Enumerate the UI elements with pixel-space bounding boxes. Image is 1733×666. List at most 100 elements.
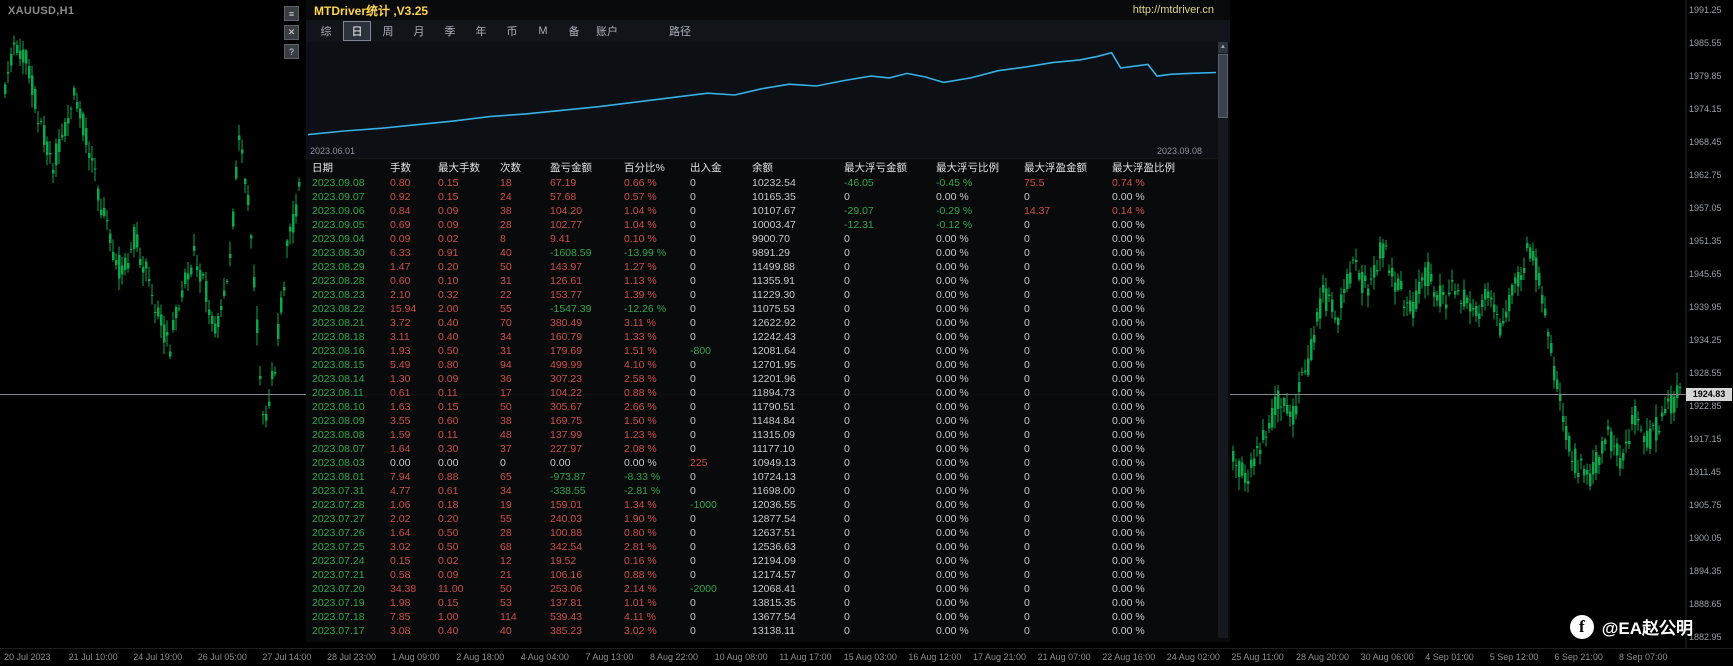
table-row[interactable]: 2023.07.191.980.1553137.811.01 %013815.3… [312,596,1214,610]
table-cell: 48 [500,428,550,442]
watermark: f @EA赵公明 [1570,614,1693,639]
table-row[interactable]: 2023.09.050.690.0928102.771.04 %010003.4… [312,218,1214,232]
table-cell: 0.15 [438,176,500,190]
table-row[interactable]: 2023.07.281.060.1819159.011.34 %-1000120… [312,498,1214,512]
table-row[interactable]: 2023.07.272.020.2055240.031.90 %012877.5… [312,512,1214,526]
table-row[interactable]: 2023.08.110.610.1117104.220.88 %011894.7… [312,386,1214,400]
table-cell: 1.01 % [624,596,690,610]
table-cell: -1000 [690,498,752,512]
panel-url-link[interactable]: http://mtdriver.cn [1133,4,1214,16]
table-cell: 0.88 % [624,386,690,400]
table-row[interactable]: 2023.08.161.930.5031179.691.51 %-8001208… [312,344,1214,358]
table-cell: 342.54 [550,540,624,554]
table-row[interactable]: 2023.08.155.490.8094499.994.10 %012701.9… [312,358,1214,372]
menu-item-币[interactable]: 币 [498,21,526,41]
menu-item-日[interactable]: 日 [343,21,371,41]
menu-item-path[interactable]: 路径 [664,21,696,41]
table-cell: 2023.07.25 [312,540,390,554]
table-cell: 1.34 % [624,498,690,512]
table-cell: 28 [500,218,550,232]
table-cell: 2023.07.21 [312,568,390,582]
table-cell: 0 [1024,610,1112,624]
menu-item-年[interactable]: 年 [467,21,495,41]
table-row[interactable]: 2023.08.306.330.9140-1608.59-13.99 %0989… [312,246,1214,260]
table-cell: 0 [690,596,752,610]
stats-table: 日期手数最大手数次数盈亏金额百分比%出入金余额最大浮亏金额最大浮亏比例最大浮盈金… [312,160,1214,638]
table-row[interactable]: 2023.08.030.000.0000.000.00 %22510949.13… [312,456,1214,470]
table-cell: 17 [500,386,550,400]
table-cell: 0.60 [438,414,500,428]
table-row[interactable]: 2023.07.173.080.4040385.233.02 %013138.1… [312,624,1214,638]
table-row[interactable]: 2023.08.213.720.4070380.493.11 %012622.9… [312,316,1214,330]
panel-scrollbar[interactable]: ▲ [1218,42,1228,638]
table-cell: 160.79 [550,330,624,344]
table-cell: 0 [1024,456,1112,470]
table-row[interactable]: 2023.07.210.580.0921106.160.88 %012174.5… [312,568,1214,582]
table-row[interactable]: 2023.08.2215.942.0055-1547.39-12.26 %011… [312,302,1214,316]
table-row[interactable]: 2023.07.2034.3811.0050253.062.14 %-20001… [312,582,1214,596]
table-row[interactable]: 2023.08.141.300.0936307.232.58 %012201.9… [312,372,1214,386]
table-cell: 0 [1024,316,1112,330]
table-cell: 0 [690,414,752,428]
panel-help-button[interactable]: ? [284,44,299,59]
menu-item-周[interactable]: 周 [374,21,402,41]
menu-item-M[interactable]: M [529,23,557,39]
table-row[interactable]: 2023.08.071.640.3037227.972.08 %011177.1… [312,442,1214,456]
table-cell: 2.66 % [624,400,690,414]
table-cell: 0 [844,190,936,204]
table-row[interactable]: 2023.08.280.600.1031126.611.13 %011355.9… [312,274,1214,288]
table-row[interactable]: 2023.08.232.100.3222153.771.39 %011229.3… [312,288,1214,302]
table-cell: 2023.08.30 [312,246,390,260]
table-cell: 0.00 % [1112,568,1196,582]
table-cell: 126.61 [550,274,624,288]
table-row[interactable]: 2023.09.080.800.151867.190.66 %010232.54… [312,176,1214,190]
table-row[interactable]: 2023.07.314.770.6134-338.55-2.81 %011698… [312,484,1214,498]
table-row[interactable]: 2023.07.261.640.5028100.880.80 %012637.5… [312,526,1214,540]
menu-item-季[interactable]: 季 [436,21,464,41]
table-row[interactable]: 2023.07.253.020.5068342.542.81 %012536.6… [312,540,1214,554]
table-cell: 40 [500,624,550,638]
table-cell: 0.00 % [936,302,1024,316]
price-axis-label: 1945.65 [1689,269,1722,279]
table-cell: 0.30 [438,442,500,456]
table-cell: 2023.09.06 [312,204,390,218]
table-cell: 53 [500,596,550,610]
table-row[interactable]: 2023.09.060.840.0938104.201.04 %010107.6… [312,204,1214,218]
table-cell: 0.00 % [936,274,1024,288]
table-row[interactable]: 2023.08.081.590.1148137.991.23 %011315.0… [312,428,1214,442]
table-row[interactable]: 2023.07.240.150.021219.520.16 %012194.09… [312,554,1214,568]
table-row[interactable]: 2023.09.040.090.0289.410.10 %09900.7000.… [312,232,1214,246]
table-cell: 2023.08.18 [312,330,390,344]
table-row[interactable]: 2023.08.183.110.4034160.791.33 %012242.4… [312,330,1214,344]
table-row[interactable]: 2023.07.187.851.00114539.434.11 %013677.… [312,610,1214,624]
table-cell: 18 [500,176,550,190]
table-cell: 0 [844,582,936,596]
table-row[interactable]: 2023.08.101.630.1550305.672.66 %011790.5… [312,400,1214,414]
time-axis-label: 30 Aug 06:00 [1361,652,1414,662]
table-cell: 0.00 % [936,512,1024,526]
panel-menu-button[interactable]: ≡ [284,6,299,21]
menu-item-综[interactable]: 综 [312,21,340,41]
table-cell: -973.87 [550,470,624,484]
table-row[interactable]: 2023.08.291.470.2050143.971.27 %011499.8… [312,260,1214,274]
table-cell: 0.00 % [936,498,1024,512]
table-cell: 34 [500,484,550,498]
panel-close-button[interactable]: ✕ [284,25,299,40]
table-cell: 0 [690,302,752,316]
table-cell: 0.00 % [1112,400,1196,414]
table-cell: 2023.08.01 [312,470,390,484]
table-header-cell: 最大浮亏比例 [936,160,1024,176]
table-cell: 3.11 % [624,316,690,330]
table-cell: 0.09 [438,204,500,218]
table-header-cell: 出入金 [690,160,752,176]
table-row[interactable]: 2023.08.017.940.8865-973.87-8.33 %010724… [312,470,1214,484]
scroll-up-arrow-icon[interactable]: ▲ [1218,42,1228,53]
table-row[interactable]: 2023.08.093.550.6038169.751.50 %011484.8… [312,414,1214,428]
menu-item-账户[interactable]: 账户 [591,21,623,41]
menu-item-备[interactable]: 备 [560,21,588,41]
table-cell: 31 [500,274,550,288]
table-cell: 0 [1024,540,1112,554]
scroll-thumb[interactable] [1218,54,1228,118]
menu-item-月[interactable]: 月 [405,21,433,41]
table-row[interactable]: 2023.09.070.920.152457.680.57 %010165.35… [312,190,1214,204]
